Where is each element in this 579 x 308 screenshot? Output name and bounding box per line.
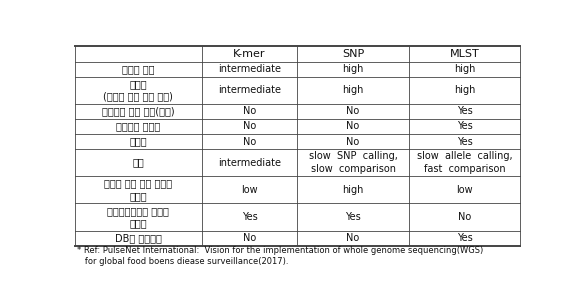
Text: intermediate: intermediate — [218, 64, 281, 74]
Text: 분석을 위한 개별 컴퓨터
필요성: 분석을 위한 개별 컴퓨터 필요성 — [104, 179, 172, 201]
Text: SNP: SNP — [342, 49, 364, 59]
Text: Yes: Yes — [345, 212, 361, 222]
Text: Yes: Yes — [457, 121, 472, 132]
Text: Yes: Yes — [457, 106, 472, 116]
Text: 속도: 속도 — [132, 158, 144, 168]
Text: high: high — [454, 64, 475, 74]
Text: 식별력
(유전자 차이 구분 능력): 식별력 (유전자 차이 구분 능력) — [103, 79, 173, 101]
Text: low: low — [456, 185, 473, 195]
Text: No: No — [458, 212, 471, 222]
Text: K-mer: K-mer — [233, 49, 266, 59]
Text: slow  allele  calling,
fast  comparison: slow allele calling, fast comparison — [417, 152, 512, 174]
Text: * Ref: PulseNet International:  Vision for the implementation of whole genome se: * Ref: PulseNet International: Vision fo… — [77, 246, 483, 266]
Text: high: high — [454, 85, 475, 95]
Text: No: No — [243, 233, 256, 243]
Text: No: No — [243, 121, 256, 132]
Text: DB의 큐레이션: DB의 큐레이션 — [115, 233, 162, 243]
Text: 생물정보학적인 전문성
요구도: 생물정보학적인 전문성 요구도 — [107, 206, 169, 228]
Text: high: high — [342, 185, 364, 195]
Text: No: No — [243, 136, 256, 147]
Text: No: No — [346, 121, 360, 132]
Text: 역학적 일치: 역학적 일치 — [122, 64, 155, 74]
Text: MLST: MLST — [450, 49, 479, 59]
Text: Yes: Yes — [457, 233, 472, 243]
Text: slow  SNP  calling,
slow  comparison: slow SNP calling, slow comparison — [309, 152, 398, 174]
Text: intermediate: intermediate — [218, 158, 281, 168]
Text: No: No — [243, 106, 256, 116]
Text: No: No — [346, 233, 360, 243]
Text: Yes: Yes — [457, 136, 472, 147]
Text: intermediate: intermediate — [218, 85, 281, 95]
Text: Yes: Yes — [241, 212, 258, 222]
Text: 확장성: 확장성 — [129, 136, 147, 147]
Text: 안정적인 균주 명명(동정): 안정적인 균주 명명(동정) — [102, 106, 174, 116]
Text: high: high — [342, 85, 364, 95]
Text: low: low — [241, 185, 258, 195]
Text: high: high — [342, 64, 364, 74]
Text: No: No — [346, 136, 360, 147]
Text: No: No — [346, 106, 360, 116]
Text: 국제적인 표준화: 국제적인 표준화 — [116, 121, 160, 132]
